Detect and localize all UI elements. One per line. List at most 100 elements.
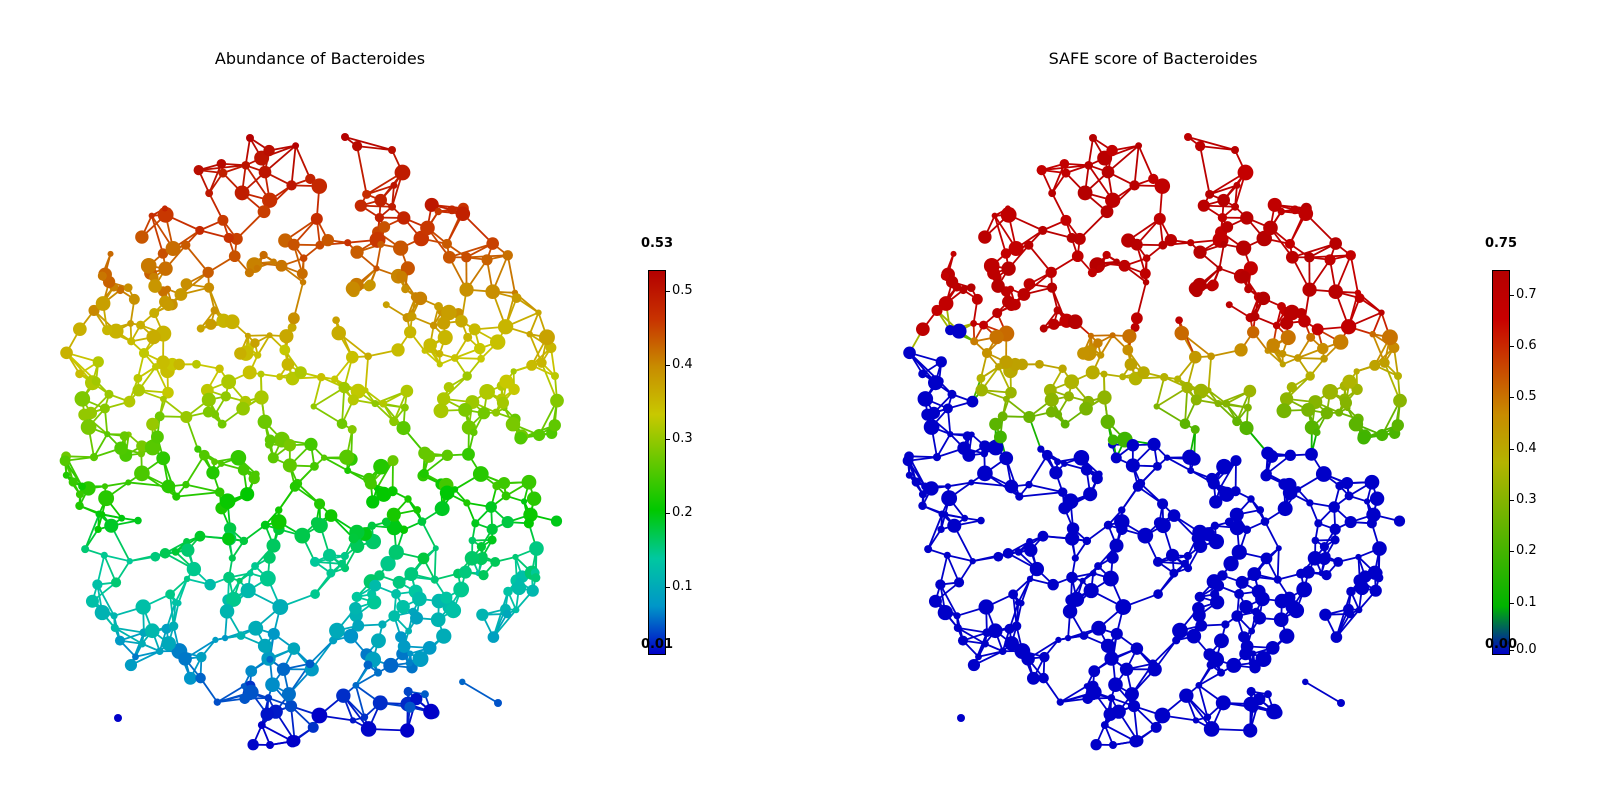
network-node	[1256, 506, 1265, 514]
network-node	[1319, 608, 1332, 621]
network-edge	[312, 376, 323, 407]
network-node	[424, 197, 439, 212]
network-node	[1276, 403, 1292, 419]
network-node	[364, 477, 377, 490]
network-node	[266, 655, 274, 663]
network-node	[959, 285, 968, 295]
network-node	[1239, 270, 1251, 282]
network-node	[1061, 460, 1068, 467]
network-node	[371, 400, 379, 408]
network-node	[434, 501, 450, 517]
network-node	[1172, 622, 1188, 639]
network-node	[989, 417, 1002, 431]
network-edge	[1166, 456, 1192, 472]
network-edge	[1028, 483, 1063, 494]
network-node	[945, 325, 956, 336]
network-node	[1193, 245, 1207, 259]
network-node	[430, 612, 446, 628]
network-node	[132, 383, 145, 397]
network-node	[1060, 214, 1072, 226]
network-node	[997, 411, 1008, 422]
network-node	[345, 281, 361, 296]
network-node	[230, 232, 243, 245]
network-node	[1110, 627, 1123, 640]
network-node	[1005, 299, 1017, 312]
network-node	[1048, 318, 1060, 330]
network-edge	[461, 681, 499, 704]
network-edge	[309, 639, 334, 665]
network-node	[172, 492, 181, 501]
network-node	[236, 401, 250, 416]
network-node	[260, 707, 274, 721]
network-node	[496, 396, 510, 409]
network-node	[215, 364, 224, 373]
network-node	[1366, 518, 1377, 529]
network-node	[331, 375, 339, 383]
network-node	[1239, 421, 1254, 436]
network-node	[1130, 642, 1144, 655]
colorbar-tick-label: 0.1	[666, 579, 693, 595]
network-node	[1026, 671, 1040, 685]
network-node	[391, 589, 402, 599]
network-node	[262, 192, 278, 208]
network-node	[1037, 445, 1045, 453]
network-node	[136, 440, 148, 452]
network-edge	[1157, 563, 1186, 595]
network-node	[214, 487, 225, 497]
network-node	[441, 449, 454, 462]
network-node	[125, 479, 132, 486]
network-node	[1203, 713, 1212, 721]
network-node	[391, 343, 405, 357]
network-node	[310, 589, 320, 599]
network-edge	[424, 350, 441, 365]
network-edge	[1079, 211, 1108, 240]
network-node	[1255, 651, 1272, 667]
network-edge	[185, 483, 220, 494]
network-node	[245, 665, 258, 678]
network-node	[1307, 550, 1323, 566]
network-node	[923, 419, 940, 435]
network-node	[349, 717, 357, 724]
network-node	[407, 312, 417, 322]
network-node	[1247, 495, 1255, 503]
network-node	[226, 591, 242, 607]
network-node	[979, 440, 991, 452]
network-node	[1158, 240, 1168, 250]
network-node	[364, 279, 376, 291]
network-node	[1301, 403, 1315, 417]
network-node	[108, 323, 124, 339]
network-node	[1286, 381, 1297, 393]
network-edge	[1184, 387, 1189, 424]
network-node	[1215, 695, 1231, 711]
network-node	[99, 403, 110, 414]
network-edge	[1028, 244, 1052, 273]
network-node	[1229, 520, 1245, 536]
network-node	[217, 419, 227, 429]
network-node	[156, 451, 171, 466]
network-node	[938, 296, 954, 311]
network-node	[314, 498, 326, 510]
network-node	[1125, 458, 1140, 473]
network-node	[1284, 304, 1300, 321]
network-node	[123, 395, 136, 408]
network-node	[336, 688, 351, 703]
network-node	[1073, 449, 1090, 466]
network-node	[292, 142, 300, 150]
network-node	[257, 638, 273, 653]
network-node	[281, 687, 296, 702]
network-node	[1205, 189, 1215, 199]
network-node	[1152, 556, 1163, 567]
network-node	[228, 250, 241, 263]
network-node	[324, 509, 338, 522]
network-edge	[1335, 609, 1360, 638]
network-node	[1294, 354, 1302, 362]
network-node	[287, 312, 300, 325]
network-node	[363, 660, 373, 670]
network-node	[217, 214, 229, 226]
network-node	[1195, 619, 1208, 632]
network-node	[1263, 690, 1272, 699]
network-node	[282, 458, 297, 473]
colorbar-tick-label: 0.6	[1510, 338, 1537, 353]
network-node	[380, 556, 396, 572]
network-node	[354, 199, 367, 212]
